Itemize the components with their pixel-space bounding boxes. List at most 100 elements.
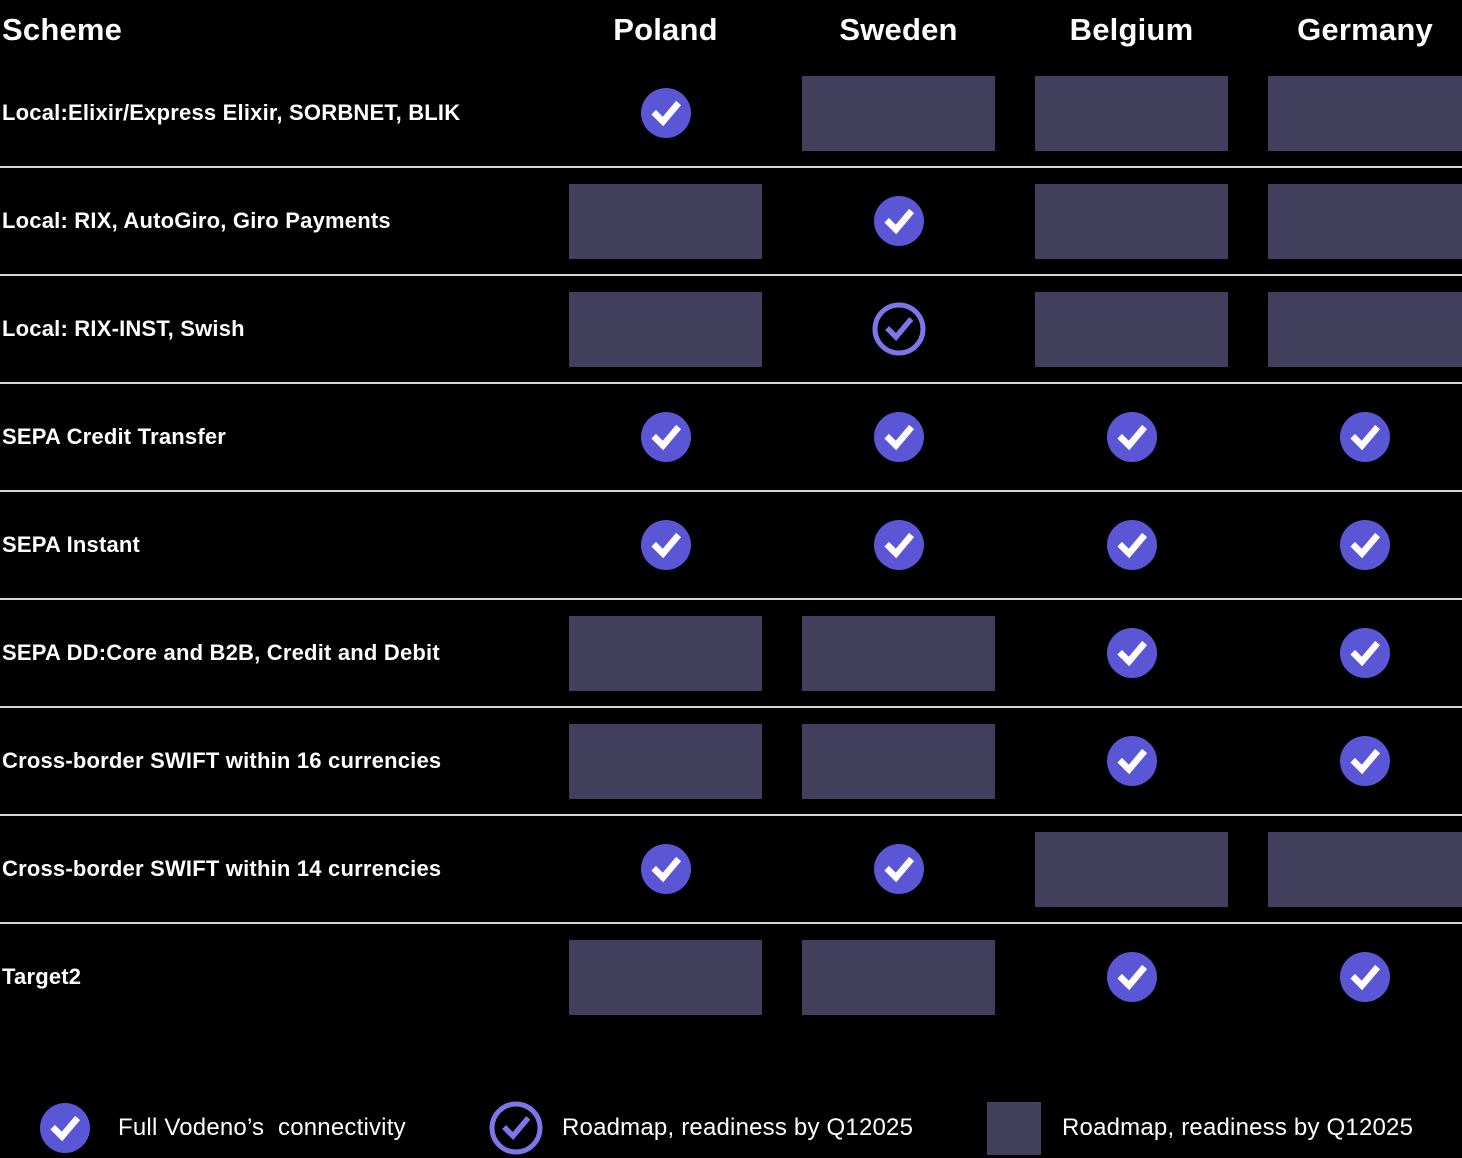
cell-belgium: [1015, 384, 1248, 490]
cell-germany: [1248, 708, 1462, 814]
legend-label-full-connectivity: Full Vodeno’s connectivity: [118, 1114, 406, 1141]
check-filled-icon: [1106, 952, 1157, 1002]
cell-sweden: [782, 168, 1015, 274]
check-filled-icon: [873, 196, 924, 246]
cell-poland: [549, 708, 782, 814]
roadmap-rectangle: [569, 723, 762, 799]
roadmap-rectangle: [1268, 183, 1462, 259]
check-filled-icon: [640, 520, 691, 570]
cell-sweden: [782, 60, 1015, 166]
legend-label-roadmap-outline: Roadmap, readiness by Q12025: [562, 1114, 914, 1141]
roadmap-rectangle: [569, 291, 762, 367]
cell-poland: [549, 924, 782, 1030]
scheme-label: SEPA Instant: [2, 532, 141, 558]
roadmap-rectangle: [802, 75, 995, 151]
roadmap-rectangle: [802, 615, 995, 691]
table-row: Local:Elixir/Express Elixir, SORBNET, BL…: [0, 60, 1462, 168]
check-filled-icon: [1340, 412, 1390, 462]
roadmap-rectangle: [1268, 291, 1462, 367]
column-header-germany: Germany: [1297, 12, 1433, 47]
scheme-label: Local: RIX-INST, Swish: [2, 316, 245, 342]
cell-poland: [549, 60, 782, 166]
check-filled-icon: [1106, 412, 1157, 462]
cell-sweden: [782, 492, 1015, 598]
check-filled-icon: [1106, 628, 1157, 678]
table-row: SEPA Credit Transfer: [0, 384, 1462, 492]
scheme-label: Cross-border SWIFT within 16 currencies: [2, 748, 442, 774]
roadmap-swatch: [987, 1102, 1041, 1155]
roadmap-rectangle: [802, 939, 995, 1015]
cell-belgium: [1015, 60, 1248, 166]
check-filled-icon: [1340, 628, 1390, 678]
table-row: Target2: [0, 924, 1462, 1030]
cell-germany: [1248, 816, 1462, 922]
column-header-belgium: Belgium: [1069, 12, 1194, 47]
check-filled-icon: [40, 1103, 90, 1153]
check-filled-icon: [1340, 520, 1390, 570]
roadmap-rectangle: [1035, 291, 1228, 367]
cell-belgium: [1015, 168, 1248, 274]
cell-germany: [1248, 276, 1462, 382]
scheme-label: Target2: [2, 964, 82, 990]
scheme-label: SEPA Credit Transfer: [2, 424, 227, 450]
scheme-label: Local:Elixir/Express Elixir, SORBNET, BL…: [2, 100, 461, 126]
roadmap-rectangle: [802, 723, 995, 799]
legend-label-roadmap-rect: Roadmap, readiness by Q12025: [1062, 1114, 1414, 1141]
table-row: Cross-border SWIFT within 16 currencies: [0, 708, 1462, 816]
table-row: SEPA DD:Core and B2B, Credit and Debit: [0, 600, 1462, 708]
cell-sweden: [782, 816, 1015, 922]
cell-poland: [549, 276, 782, 382]
column-header-poland: Poland: [613, 12, 718, 47]
cell-poland: [549, 168, 782, 274]
cell-poland: [549, 492, 782, 598]
roadmap-rectangle: [1268, 831, 1462, 907]
cell-germany: [1248, 924, 1462, 1030]
roadmap-rectangle: [1035, 75, 1228, 151]
cell-belgium: [1015, 816, 1248, 922]
cell-sweden: [782, 708, 1015, 814]
cell-sweden: [782, 276, 1015, 382]
table-row: Local: RIX-INST, Swish: [0, 276, 1462, 384]
cell-poland: [549, 816, 782, 922]
legend: Full Vodeno’s connectivity Roadmap, read…: [0, 1030, 1462, 1158]
cell-belgium: [1015, 600, 1248, 706]
cell-germany: [1248, 492, 1462, 598]
scheme-label: SEPA DD:Core and B2B, Credit and Debit: [2, 640, 440, 666]
cell-germany: [1248, 600, 1462, 706]
check-filled-icon: [640, 844, 691, 894]
cell-belgium: [1015, 708, 1248, 814]
roadmap-rectangle: [1035, 183, 1228, 259]
check-filled-icon: [873, 412, 924, 462]
check-filled-icon: [1106, 736, 1157, 786]
cell-germany: [1248, 60, 1462, 166]
cell-belgium: [1015, 492, 1248, 598]
scheme-label: Local: RIX, AutoGiro, Giro Payments: [2, 208, 391, 234]
check-filled-icon: [1340, 952, 1390, 1002]
roadmap-rectangle: [569, 939, 762, 1015]
column-header-scheme: Scheme: [2, 12, 123, 47]
table-header: Scheme Poland Sweden Belgium Germany: [0, 0, 1462, 60]
cell-germany: [1248, 384, 1462, 490]
check-filled-icon: [1340, 736, 1390, 786]
table-row: Cross-border SWIFT within 14 currencies: [0, 816, 1462, 924]
roadmap-rectangle: [1268, 75, 1462, 151]
table-row: Local: RIX, AutoGiro, Giro Payments: [0, 168, 1462, 276]
column-header-sweden: Sweden: [839, 12, 958, 47]
cell-sweden: [782, 924, 1015, 1030]
check-outline-icon: [872, 302, 925, 356]
check-filled-icon: [873, 520, 924, 570]
table-body: Local:Elixir/Express Elixir, SORBNET, BL…: [0, 60, 1462, 1030]
cell-germany: [1248, 168, 1462, 274]
cell-poland: [549, 600, 782, 706]
check-filled-icon: [640, 412, 691, 462]
cell-sweden: [782, 384, 1015, 490]
check-filled-icon: [873, 844, 924, 894]
roadmap-rectangle: [1035, 831, 1228, 907]
cell-belgium: [1015, 924, 1248, 1030]
cell-poland: [549, 384, 782, 490]
table-row: SEPA Instant: [0, 492, 1462, 600]
roadmap-rectangle: [569, 183, 762, 259]
check-outline-icon: [489, 1101, 543, 1155]
check-filled-icon: [640, 88, 691, 138]
